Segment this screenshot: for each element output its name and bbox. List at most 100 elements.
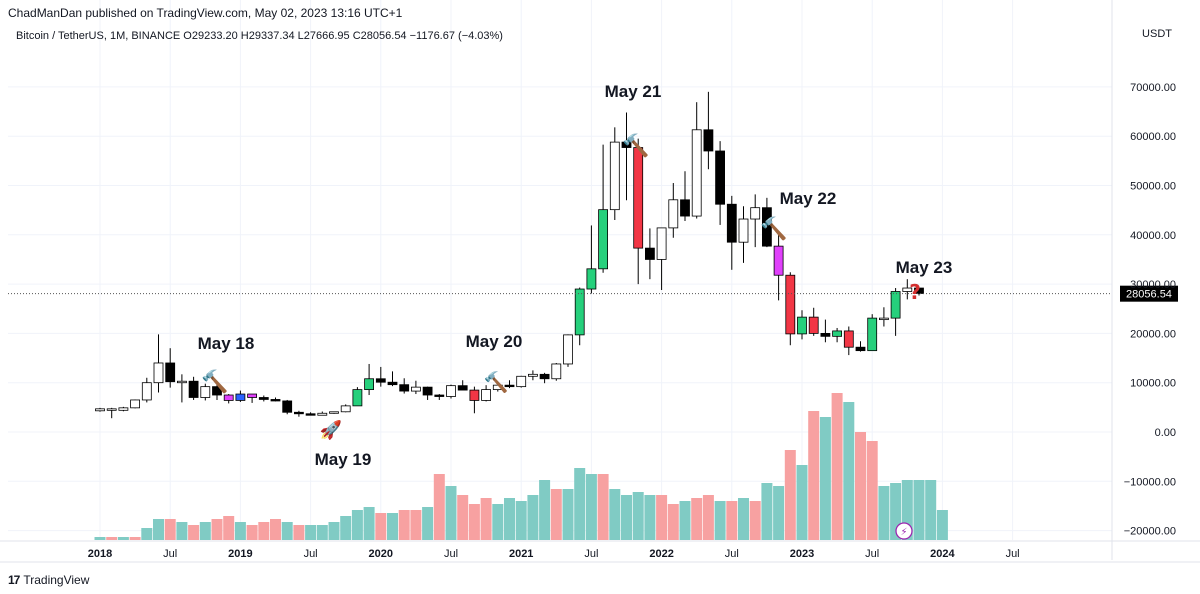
y-tick-label: 50000.00 bbox=[1130, 181, 1176, 193]
volume-bar bbox=[328, 522, 340, 540]
candle-body bbox=[609, 141, 620, 211]
volume-bar bbox=[808, 411, 820, 540]
candle-body bbox=[598, 209, 608, 270]
tradingview-brand-text: TradingView bbox=[23, 573, 90, 587]
candle-body bbox=[902, 287, 913, 292]
candle-body bbox=[375, 378, 386, 383]
candle-body bbox=[387, 381, 398, 386]
lightning-icon[interactable]: ⚡ bbox=[900, 527, 907, 538]
volume-bar bbox=[515, 501, 527, 540]
volume-bar bbox=[141, 528, 153, 540]
volume-bar bbox=[153, 519, 164, 540]
volume-bar bbox=[375, 513, 387, 540]
price-axis[interactable]: 70000.00 60000.00 50000.00 40000.00 30000.00… bbox=[1124, 82, 1176, 538]
volume-bar bbox=[234, 522, 246, 540]
volume-bar bbox=[129, 537, 141, 540]
x-tick-label: Jul bbox=[304, 548, 318, 560]
volume-bar bbox=[468, 504, 480, 540]
candle-body bbox=[188, 380, 199, 398]
volume-bar bbox=[480, 498, 492, 540]
volume-bar bbox=[574, 468, 586, 540]
y-tick-label: 0.00 bbox=[1155, 427, 1176, 439]
x-tick-label: Jul bbox=[584, 548, 598, 560]
hammer-icon: 🔨 bbox=[484, 370, 509, 394]
volume-bar bbox=[106, 537, 118, 540]
candle-body bbox=[446, 385, 456, 397]
volume-bar bbox=[621, 495, 632, 540]
volume-bar bbox=[866, 441, 878, 540]
hammer-icon: 🔨 bbox=[760, 216, 787, 242]
candle-body bbox=[785, 274, 796, 335]
volume-bar bbox=[855, 432, 866, 540]
volume-bar bbox=[773, 486, 785, 540]
candle-body bbox=[457, 385, 468, 391]
volume-bar bbox=[539, 480, 551, 540]
volume-bar bbox=[445, 486, 457, 540]
volume-bar bbox=[784, 450, 796, 540]
candle-body bbox=[750, 207, 761, 220]
volume-bar bbox=[457, 495, 469, 540]
volume-bar bbox=[925, 480, 937, 540]
annotation-label-may21: May 21 bbox=[605, 82, 662, 101]
volume-bar bbox=[702, 495, 714, 540]
candle-body bbox=[235, 393, 246, 401]
volume-bar bbox=[679, 501, 691, 540]
question-mark-icon: ? bbox=[909, 280, 921, 304]
volume-bar bbox=[609, 489, 621, 540]
candle-body bbox=[481, 389, 492, 401]
candle-body bbox=[586, 268, 597, 290]
candle-body bbox=[879, 317, 889, 321]
volume-bar bbox=[819, 417, 831, 540]
volume-bar bbox=[890, 483, 902, 540]
candle-body bbox=[364, 378, 375, 391]
volume-bar bbox=[761, 483, 773, 540]
candle-body bbox=[95, 408, 105, 412]
candle-body bbox=[656, 227, 667, 260]
volume-bar bbox=[117, 537, 129, 540]
volume-bar bbox=[831, 393, 843, 540]
y-tick-label: 20000.00 bbox=[1130, 328, 1176, 340]
x-tick-label: Jul bbox=[725, 548, 739, 560]
x-tick-label: 2018 bbox=[88, 548, 112, 560]
volume-bar bbox=[632, 492, 644, 540]
candle-body bbox=[867, 317, 878, 352]
candle-body bbox=[504, 384, 515, 388]
hammer-icon: 🔨 bbox=[201, 369, 228, 395]
volume-bar bbox=[901, 480, 913, 540]
volume-bar bbox=[270, 519, 281, 540]
y-tick-label: 10000.00 bbox=[1130, 378, 1176, 390]
x-tick-label: 2024 bbox=[930, 548, 955, 560]
rocket-icon: 🚀 bbox=[320, 419, 342, 441]
candle-body bbox=[282, 400, 293, 413]
last-price-label-bg bbox=[1120, 285, 1178, 302]
symbol-ohlc-line[interactable]: Bitcoin / TetherUS, 1M, BINANCE O29233.2… bbox=[16, 30, 503, 42]
candle-body bbox=[212, 386, 222, 396]
volume-bar bbox=[258, 522, 270, 540]
y-tick-label: 60000.00 bbox=[1130, 131, 1176, 143]
last-price-label: 28056.54 bbox=[1126, 289, 1172, 301]
candle-body bbox=[890, 291, 901, 319]
volume-bar bbox=[316, 525, 328, 540]
volume-bar bbox=[387, 513, 398, 540]
candle-body bbox=[270, 399, 281, 402]
candle-body bbox=[680, 199, 690, 217]
annotation-label-may22: May 22 bbox=[780, 189, 837, 208]
candle-body bbox=[668, 199, 679, 229]
candle-body bbox=[434, 394, 445, 397]
candle-body bbox=[574, 288, 585, 336]
volume-bar bbox=[550, 489, 562, 540]
volume-bar bbox=[281, 522, 293, 540]
annotation-label-may18: May 18 bbox=[198, 334, 255, 353]
volume-bar bbox=[585, 474, 597, 540]
volume-bar bbox=[667, 504, 679, 540]
candle-body bbox=[329, 411, 339, 414]
time-axis[interactable]: 2018 Jul 2019 Jul 2020 Jul 2021 Jul 2022 Jul 2023 J… bbox=[88, 548, 1020, 560]
candle-body bbox=[106, 408, 117, 411]
volume-bar bbox=[527, 495, 539, 540]
tradingview-logo[interactable]: 17 TradingView bbox=[8, 573, 89, 587]
candle-body bbox=[176, 380, 187, 384]
x-tick-label: Jul bbox=[163, 548, 177, 560]
volume-bar bbox=[936, 510, 948, 540]
volume-bar bbox=[94, 537, 106, 540]
